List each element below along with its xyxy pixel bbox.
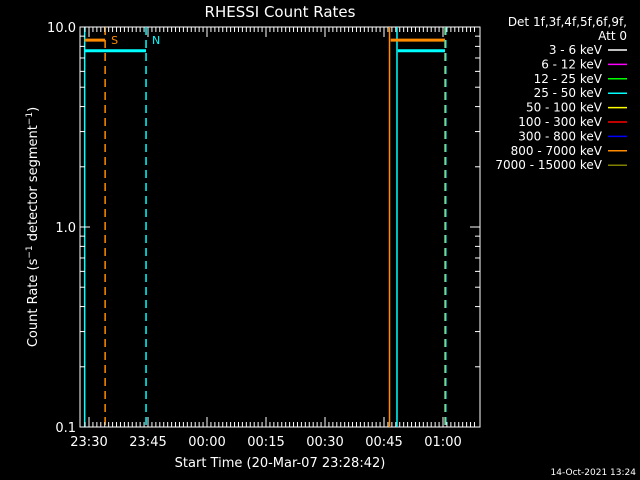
y-axis-title-part: Count Rate (s	[26, 258, 41, 347]
legend-label: 800 - 7000 keV	[511, 144, 603, 158]
x-tick-label: 01:00	[424, 435, 461, 450]
x-axis-title: Start Time (20-Mar-07 23:28:42)	[175, 456, 386, 471]
x-tick-label: 00:15	[247, 435, 284, 450]
x-tick-label: 23:45	[129, 435, 166, 450]
legend-header: Att 0	[598, 29, 627, 43]
svg-text:Count Rate (s−1 detector segme: Count Rate (s−1 detector segment−1)	[25, 107, 41, 347]
y-axis-title-part: detector segment	[26, 125, 41, 245]
legend-label: 300 - 800 keV	[518, 129, 602, 143]
y-tick-label: 0.1	[55, 421, 76, 436]
legend-label: 7000 - 15000 keV	[495, 158, 602, 172]
marker-label: N	[152, 34, 160, 47]
x-tick-label: 23:30	[70, 435, 107, 450]
legend-label: 3 - 6 keV	[549, 43, 603, 57]
chart-title: RHESSI Count Rates	[205, 3, 356, 21]
y-axis-title: Count Rate (s−1 detector segment−1)	[25, 107, 41, 347]
marker-label: S	[111, 34, 118, 47]
x-tick-label: 00:45	[365, 435, 402, 450]
x-tick-label: 00:30	[306, 435, 343, 450]
y-axis-title-superscript: −1	[25, 112, 35, 125]
y-axis-title-part: )	[26, 107, 41, 112]
legend-label: 50 - 100 keV	[526, 101, 603, 115]
x-tick-label: 00:00	[188, 435, 225, 450]
axis-ticks: 0.1 1.0 10.0 23:30 23:45 00:00 00:15 00:30 00:45…	[47, 21, 480, 450]
y-tick-label: 10.0	[47, 21, 76, 36]
legend-header: Det 1f,3f,4f,5f,6f,9f,	[508, 15, 627, 29]
legend-label: 12 - 25 keV	[534, 72, 603, 86]
legend-label: 25 - 50 keV	[534, 86, 603, 100]
y-axis-title-superscript: −1	[25, 245, 35, 258]
legend-label: 100 - 300 keV	[518, 115, 602, 129]
timestamp: 14-Oct-2021 13:24	[551, 468, 637, 478]
legend-label: 6 - 12 keV	[541, 57, 603, 71]
y-tick-label: 1.0	[55, 221, 76, 236]
